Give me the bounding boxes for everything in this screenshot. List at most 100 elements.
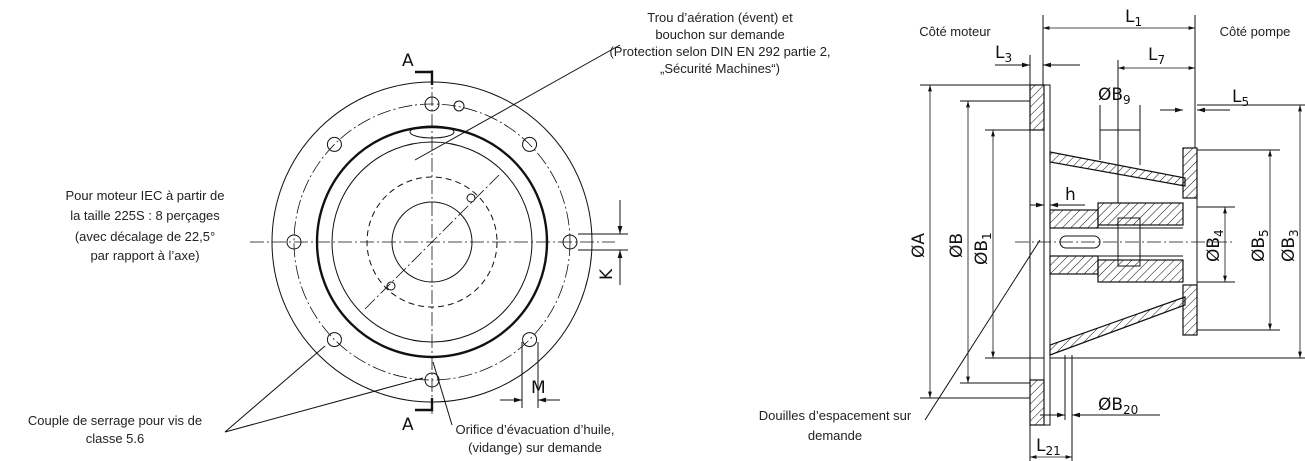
label: ØB9 <box>1098 85 1131 107</box>
label: 5 <box>1257 229 1271 237</box>
label: L <box>1232 87 1242 107</box>
label: ØB <box>947 233 967 258</box>
label: L <box>1125 7 1135 27</box>
line-art <box>1029 84 1045 131</box>
label: Côté pompe <box>1220 24 1291 39</box>
line-art <box>415 398 434 412</box>
line-art <box>331 141 533 343</box>
label: h <box>1065 185 1076 205</box>
line-art <box>453 100 465 112</box>
line-art <box>1182 284 1198 336</box>
line-art: L1 L3 L7 ØB9 L5 h ØA ØB ØB1 ØB4 ØB5 ØB3 … <box>909 7 1301 458</box>
line-art <box>424 372 440 388</box>
label: „Sécurité Machines“) <box>660 61 780 76</box>
label: Orifice d’évacuation d’huile, <box>456 422 615 437</box>
label: 5 <box>1241 95 1249 109</box>
label: L <box>995 43 1005 63</box>
label: (vidange) sur demande <box>468 440 602 455</box>
line-art <box>1049 255 1099 275</box>
line-art <box>924 239 1041 421</box>
label: (avec décalage de 22,5° <box>75 229 215 244</box>
line-art <box>1182 147 1198 199</box>
line-art <box>562 234 578 250</box>
label: ØA <box>909 233 929 258</box>
line-art <box>432 361 453 426</box>
line-art <box>286 96 578 388</box>
line-art <box>326 332 342 348</box>
line-art <box>224 345 326 433</box>
label: ØB <box>1098 395 1123 415</box>
label: L <box>1036 436 1046 456</box>
line-art <box>1117 217 1141 267</box>
label: ØB <box>972 240 992 265</box>
label: Pour moteur IEC à partir de <box>66 188 225 203</box>
label: 1 <box>1134 15 1142 29</box>
line-art <box>409 125 455 139</box>
label: 1 <box>980 232 994 240</box>
label: Côté moteur <box>919 24 991 39</box>
label: demande <box>808 428 862 443</box>
label: Couple de serrage pour vis de <box>28 413 202 428</box>
label: bouchon sur demande <box>655 27 784 42</box>
label: ØB <box>1098 85 1123 105</box>
label: 7 <box>1157 53 1165 67</box>
label: A <box>402 415 414 435</box>
line-art <box>466 193 476 203</box>
line-art: Douilles d’espacement sur demande <box>759 408 912 443</box>
label: L5 <box>1232 87 1249 109</box>
label: M <box>531 378 546 398</box>
label: ØB <box>947 233 967 258</box>
line-art <box>1029 84 1051 426</box>
line-art: Trou d’aération (évent) et bouchon sur d… <box>28 10 831 455</box>
label: ØA <box>909 233 929 258</box>
line-art <box>424 96 440 112</box>
line-art <box>414 44 621 161</box>
label: K <box>597 268 617 280</box>
label: 3 <box>1287 229 1301 237</box>
label: 20 <box>1123 403 1138 417</box>
label: 21 <box>1045 444 1060 458</box>
label: ØB1 <box>972 232 994 265</box>
label: L21 <box>1036 436 1061 458</box>
label: L <box>1148 45 1158 65</box>
label: L7 <box>1148 45 1165 67</box>
label: ØB4 <box>1204 229 1226 262</box>
line-art <box>522 332 538 348</box>
label: Trou d’aération (évent) et <box>647 10 793 25</box>
line-art <box>366 176 498 308</box>
label: classe 5.6 <box>86 431 145 446</box>
label: ØB20 <box>1098 395 1138 417</box>
label: Douilles d’espacement sur <box>759 408 912 423</box>
label: ØB3 <box>1279 229 1301 262</box>
line-art <box>315 125 549 359</box>
line-art <box>1059 235 1101 249</box>
line-art <box>522 136 538 152</box>
line-art <box>391 201 473 283</box>
front-view: A A K M Trou d’aération (évent) et bouch… <box>28 10 831 455</box>
label: 9 <box>1123 93 1131 107</box>
label: ØB <box>1279 237 1299 262</box>
line-art <box>224 377 424 433</box>
line-art <box>1029 379 1045 426</box>
line-art <box>386 281 396 291</box>
label: la taille 225S : 8 perçages <box>70 208 220 223</box>
label: L1 <box>1125 7 1142 29</box>
line-art <box>326 136 342 152</box>
label: h <box>1065 185 1076 205</box>
line-art <box>1049 296 1186 356</box>
label: L3 <box>995 43 1012 65</box>
label: 3 <box>1004 51 1012 65</box>
line-art <box>1049 209 1099 229</box>
label: ØB5 <box>1249 229 1271 262</box>
line-art <box>293 103 571 381</box>
label: A <box>402 51 414 71</box>
section-view: Côté moteur Côté pompe Douilles d’espace… <box>759 7 1305 461</box>
label: (Protection selon DIN EN 292 partie 2, <box>609 44 830 59</box>
label: ØB <box>1204 237 1224 262</box>
label: par rapport à l’axe) <box>90 248 199 263</box>
line-art <box>286 234 302 250</box>
label: 4 <box>1212 229 1226 237</box>
line-art <box>415 70 434 85</box>
label: ØB <box>1249 237 1269 262</box>
